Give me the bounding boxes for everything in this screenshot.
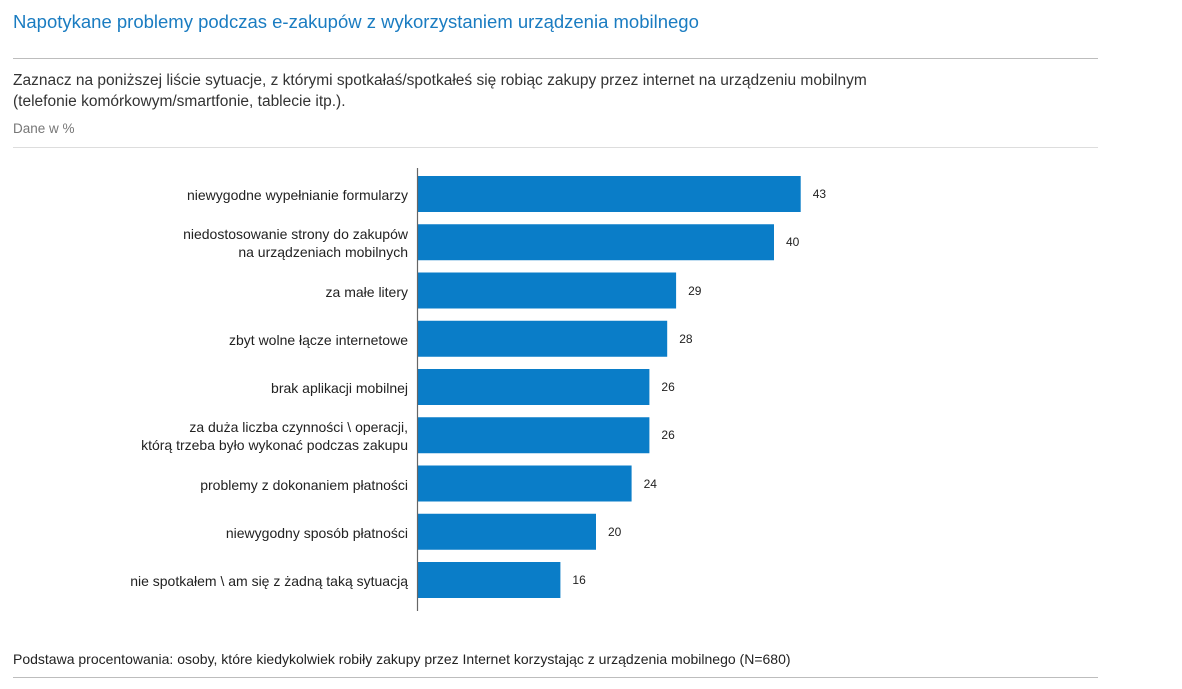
question-line-1: Zaznacz na poniższej liście sytuacje, z … bbox=[13, 72, 867, 89]
category-label-line: którą trzeba było wykonać podczas zakupu bbox=[141, 437, 408, 454]
category-label: za małe litery bbox=[326, 283, 408, 301]
bar bbox=[418, 513, 596, 550]
category-label-line: za duża liczba czynności \ operacji, bbox=[189, 419, 408, 436]
category-label-line: niedostosowanie strony do zakupów bbox=[183, 226, 408, 243]
footer-note: Podstawa procentowania: osoby, które kie… bbox=[13, 651, 791, 667]
divider bbox=[13, 147, 1098, 148]
category-label-line: niewygodne wypełnianie formularzy bbox=[186, 187, 408, 203]
data-label: 29 bbox=[688, 283, 702, 298]
category-label-line: nie spotkałem \ am się z żadną taką sytu… bbox=[130, 573, 408, 589]
data-label: 16 bbox=[572, 573, 586, 587]
bar bbox=[418, 320, 668, 357]
category-label: brak aplikacji mobilnej bbox=[271, 379, 408, 397]
category-label: za duża liczba czynności \ operacji, któr… bbox=[141, 418, 408, 454]
bar bbox=[418, 224, 774, 261]
divider bbox=[13, 677, 1098, 678]
category-label-line: problemy z dokonaniem płatności bbox=[200, 476, 408, 493]
data-label: 24 bbox=[643, 476, 657, 491]
category-label: zbyt wolne łącze internetowe bbox=[229, 331, 408, 349]
category-label: nie spotkałem \ am się z żadną taką sytu… bbox=[130, 572, 408, 590]
category-label-line: na urządzeniach mobilnych bbox=[238, 244, 408, 261]
question-text: Zaznacz na poniższej liście sytuacje, z … bbox=[13, 70, 867, 112]
data-label: 43 bbox=[812, 187, 827, 201]
question-line-2: (telefonie komórkowym/smartfonie, tablec… bbox=[13, 93, 346, 110]
data-label: 26 bbox=[661, 428, 675, 443]
bar bbox=[418, 465, 632, 502]
data-label: 28 bbox=[679, 331, 693, 346]
chart-title: Napotykane problemy podczas e-zakupów z … bbox=[13, 11, 699, 32]
bar bbox=[418, 272, 677, 309]
bar bbox=[418, 562, 561, 598]
bar bbox=[418, 417, 650, 454]
data-label: 26 bbox=[661, 380, 675, 394]
bar bbox=[418, 176, 801, 212]
data-label: 40 bbox=[786, 235, 800, 250]
unit-note: Dane w % bbox=[13, 121, 75, 136]
category-label: niedostosowanie strony do zakupów na urzą… bbox=[183, 225, 408, 261]
divider bbox=[13, 58, 1098, 59]
category-label: niewygodne wypełnianie formularzy bbox=[187, 186, 408, 204]
category-label-line: zbyt wolne łącze internetowe bbox=[229, 331, 408, 348]
category-label-line: niewygodny sposób płatności bbox=[225, 524, 408, 541]
category-label-line: brak aplikacji mobilnej bbox=[271, 380, 408, 396]
data-label: 20 bbox=[608, 524, 622, 539]
category-label: niewygodny sposób płatności bbox=[226, 524, 408, 542]
bar bbox=[418, 369, 650, 405]
category-label: problemy z dokonaniem płatności bbox=[200, 476, 408, 494]
category-label-line: za małe litery bbox=[325, 283, 408, 300]
